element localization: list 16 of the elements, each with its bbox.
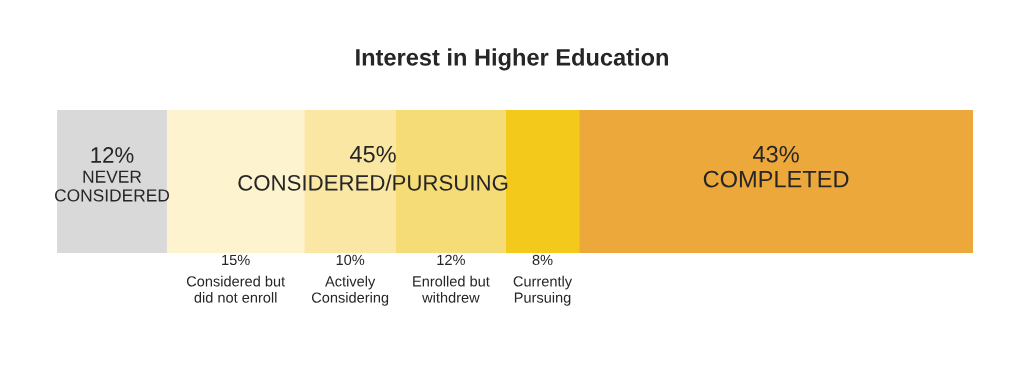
series-label: Actively Considering (311, 275, 389, 306)
series-label: NEVER CONSIDERED (55, 170, 170, 202)
data-label: 43% (752, 145, 799, 163)
series-label: COMPLETED (703, 170, 849, 188)
bar (579, 110, 973, 253)
series-label: Currently Pursuing (513, 275, 573, 306)
data-label: 10% (336, 254, 365, 266)
bar (57, 110, 167, 253)
data-label: 15% (222, 254, 250, 266)
series-label: Considered but did not enroll (186, 275, 285, 303)
data-label: 12% (91, 147, 134, 163)
annotation: 45% (349, 145, 396, 163)
data-label: 8% (532, 254, 553, 266)
data-label: 12% (437, 254, 465, 266)
chart-title: Interest in Higher Education (356, 48, 668, 71)
series-label: Enrolled but withdrew (413, 275, 490, 303)
